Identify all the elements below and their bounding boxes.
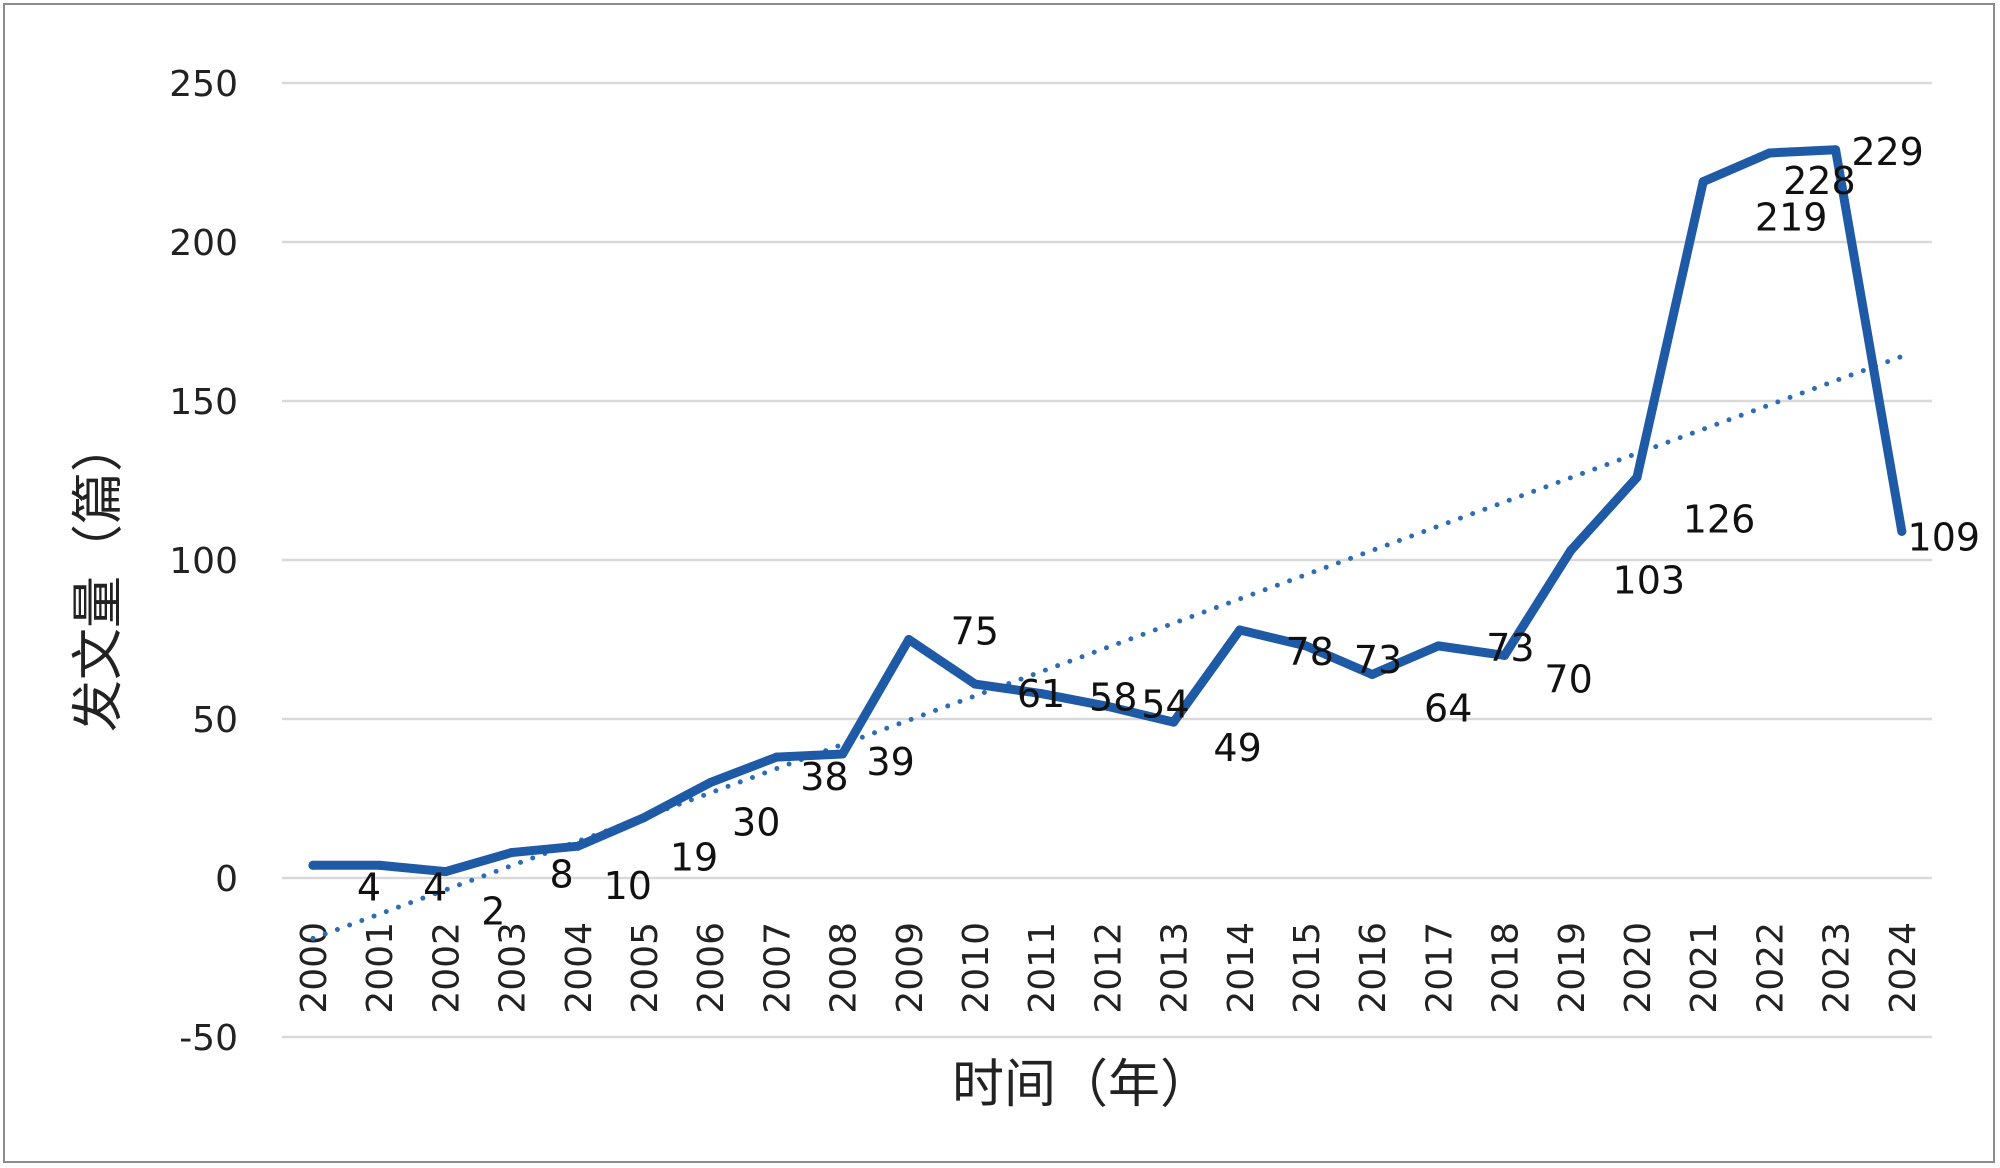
data-label: 38 [800,755,848,799]
y-axis-title: 发文量（篇） [69,420,129,732]
data-point [1433,641,1443,651]
data-point [904,635,914,644]
data-label: 4 [423,865,447,909]
x-tick-label: 2024 [1883,922,1924,1014]
x-tick-label: 2004 [559,922,600,1014]
data-label: 73 [1354,638,1402,682]
data-point [1764,148,1774,158]
x-axis-tick-labels: 2000 2001 2002 2003 2004 2005 2006 2007 2008 2009… [294,922,1924,1014]
data-point [1632,472,1642,482]
x-tick-label: 2017 [1419,922,1460,1014]
x-tick-label: 2002 [426,922,467,1014]
x-tick-label: 2018 [1486,922,1527,1014]
gridlines [282,81,1932,1039]
data-label: 2 [481,890,505,934]
x-tick-label: 2009 [890,922,931,1014]
data-label: 54 [1141,682,1189,726]
y-axis-tick-labels: -50 0 50 100 150 200 250 [169,64,238,1059]
x-tick-label: 2006 [691,922,732,1014]
x-tick-label: 2020 [1618,922,1659,1014]
data-point [1500,650,1510,660]
data-point [1301,641,1311,651]
data-point [1367,669,1377,679]
data-label: 109 [1908,515,1981,559]
data-point [507,848,517,858]
x-tick-label: 2022 [1750,922,1791,1014]
x-tick-label: 2015 [1287,922,1328,1014]
data-label: 58 [1089,676,1137,720]
data-label: 219 [1755,196,1828,240]
data-label: 61 [1017,672,1065,716]
data-label: 73 [1486,626,1534,670]
data-point [1698,177,1708,187]
x-tick-label: 2003 [493,922,534,1014]
x-tick-label: 2019 [1552,922,1593,1014]
data-label: 10 [604,864,652,908]
data-point [1566,545,1576,555]
data-label: 30 [732,801,780,845]
y-tick-label: 250 [169,64,238,105]
series-layer [308,145,1907,877]
data-label: 126 [1683,497,1756,541]
trendline-layer [310,353,1905,941]
y-tick-label: 50 [192,700,238,741]
y-tick-label: 150 [169,382,238,423]
x-tick-label: 2005 [625,922,666,1014]
data-label: 19 [670,836,718,880]
data-label: 78 [1286,630,1334,674]
y-tick-label: 200 [169,223,238,264]
chart-frame [3,3,1995,1163]
data-point [1102,701,1112,711]
x-tick-label: 2007 [757,922,798,1014]
data-point [838,749,848,759]
data-label: 103 [1613,558,1686,602]
data-point [1235,625,1245,635]
data-label: 228 [1783,159,1856,203]
x-tick-label: 2011 [1022,922,1063,1014]
y-tick-label: 100 [169,541,238,582]
x-tick-label: 2014 [1221,922,1262,1014]
x-tick-label: 2013 [1155,922,1196,1014]
data-point [374,860,384,870]
x-tick-label: 2023 [1817,922,1858,1014]
data-point [1036,689,1046,699]
data-point [705,778,715,788]
data-label: 49 [1213,726,1261,770]
data-point [771,752,781,762]
data-label: 39 [866,740,914,784]
y-tick-label: -50 [179,1018,238,1059]
series-line [308,145,1907,877]
data-point [1169,717,1179,727]
x-tick-label: 2012 [1088,922,1129,1014]
data-point [573,841,583,851]
x-tick-label: 2001 [360,922,401,1014]
x-tick-label: 2016 [1353,922,1394,1014]
data-point [308,860,318,870]
x-tick-label: 2010 [956,922,997,1014]
data-point [440,867,450,877]
x-tick-label: 2021 [1684,922,1725,1014]
y-tick-label: 0 [215,859,238,900]
data-label: 70 [1544,657,1592,701]
data-label: 229 [1851,130,1924,174]
data-point [639,813,649,823]
data-point [1897,526,1907,536]
data-point [1831,145,1841,155]
data-label: 4 [357,865,381,909]
data-label: 75 [951,610,999,654]
data-point [970,679,980,689]
x-axis-title: 时间（年） [952,1055,1212,1115]
x-tick-label: 2008 [824,922,865,1014]
x-tick-label: 2000 [294,922,335,1014]
data-label: 8 [550,853,574,897]
trendline [310,353,1905,941]
data-label: 64 [1424,686,1472,730]
